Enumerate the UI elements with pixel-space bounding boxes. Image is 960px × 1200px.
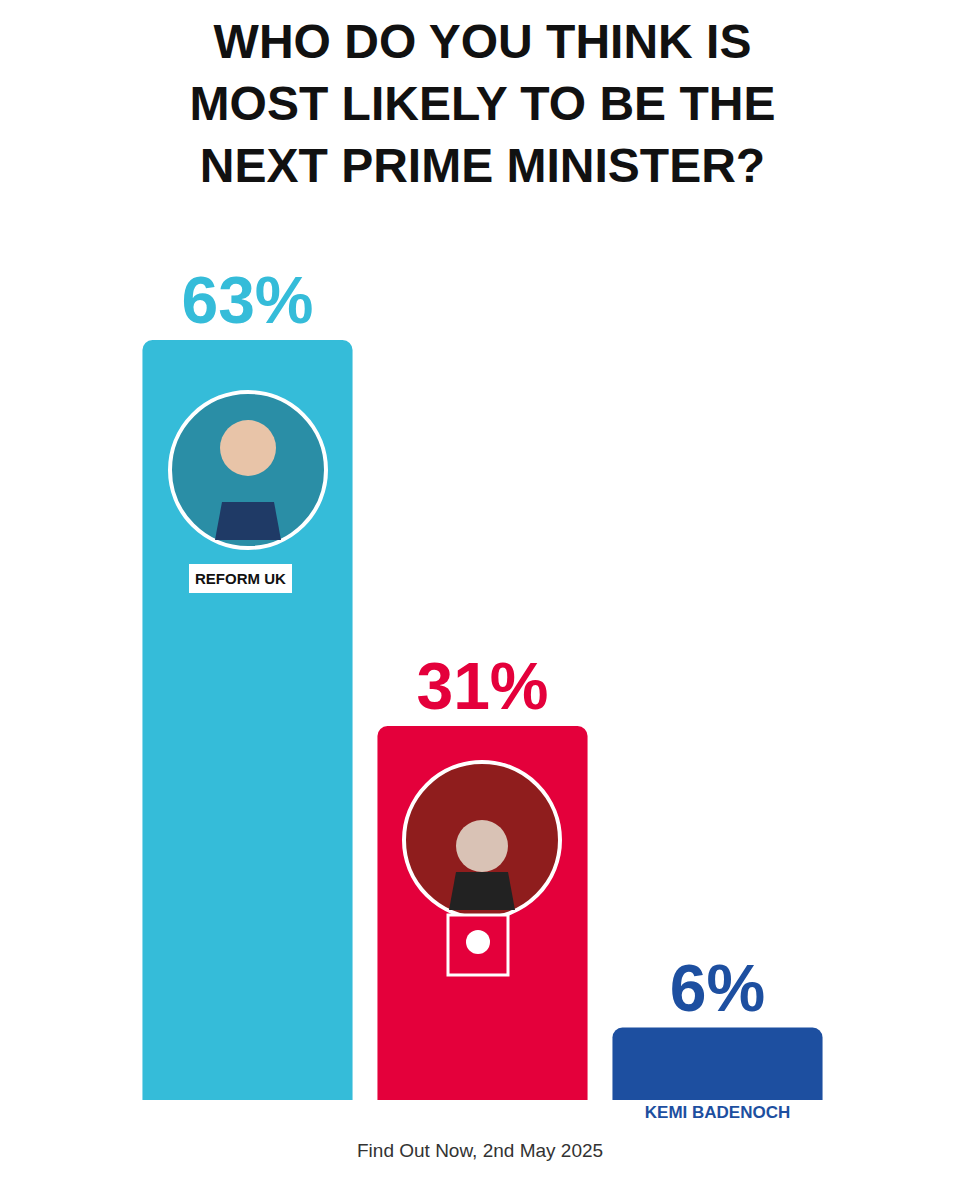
svg-text:31%: 31% (416, 649, 548, 723)
svg-text:REFORM UK: REFORM UK (195, 570, 286, 587)
svg-text:WHO DO YOU THINK ISMOST LIKELY: WHO DO YOU THINK ISMOST LIKELY TO BE THE… (190, 15, 776, 193)
svg-text:Find Out Now, 2nd May 2025: Find Out Now, 2nd May 2025 (357, 1140, 603, 1161)
svg-text:6%: 6% (670, 951, 765, 1025)
svg-text:KEMI BADENOCH: KEMI BADENOCH (645, 1103, 790, 1122)
svg-text:63%: 63% (181, 263, 313, 337)
